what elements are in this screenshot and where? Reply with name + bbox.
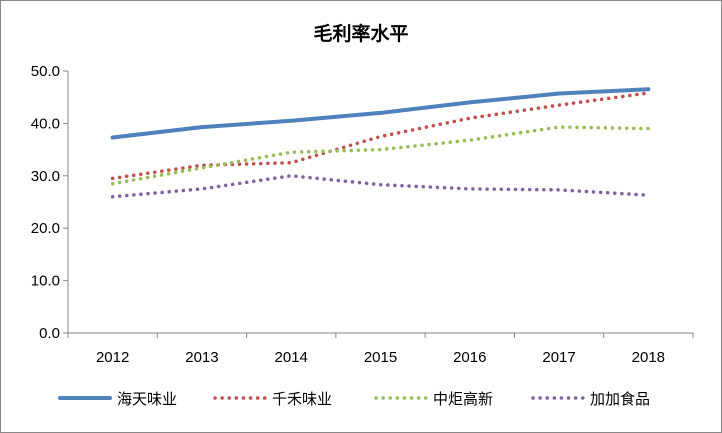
y-tick-label: 50.0 — [31, 63, 60, 80]
series-line-4 — [110, 174, 651, 199]
chart-title: 毛利率水平 — [313, 22, 408, 45]
axes: 0.0 10.0 20.0 30.0 40.0 50.0 2012 2013 2014 2015 2… — [31, 63, 694, 366]
legend-label: 加加食品 — [590, 390, 650, 408]
legend: 海天味业 千禾味业 中炬高新 加加食品 — [58, 390, 650, 408]
x-tick-label: 2013 — [185, 349, 218, 366]
series-line-1 — [110, 87, 651, 140]
legend-label: 海天味业 — [117, 390, 177, 408]
x-tick-label: 2015 — [364, 349, 397, 366]
y-tick-label: 20.0 — [31, 220, 60, 237]
series-line-2 — [110, 91, 651, 181]
x-tick-label: 2017 — [542, 349, 575, 366]
x-tick-label: 2012 — [96, 349, 129, 366]
series-line-3 — [110, 125, 651, 186]
x-tick-label: 2018 — [632, 349, 665, 366]
y-tick-label: 10.0 — [31, 273, 60, 290]
x-tick-label: 2016 — [453, 349, 486, 366]
y-tick-label: 0.0 — [39, 325, 60, 342]
y-tick-label: 40.0 — [31, 115, 60, 132]
legend-label: 千禾味业 — [272, 390, 332, 408]
legend-label: 中炬高新 — [433, 390, 493, 408]
series-layer — [110, 87, 651, 199]
y-tick-label: 30.0 — [31, 168, 60, 185]
x-tick-label: 2014 — [275, 349, 308, 366]
